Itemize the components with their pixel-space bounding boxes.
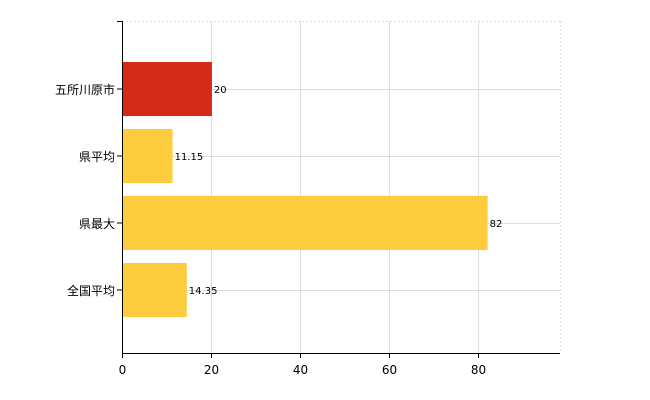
- bar: [123, 196, 488, 250]
- data-label: 11.15: [175, 152, 204, 163]
- data-label: 14.35: [189, 286, 218, 297]
- bars: [123, 62, 488, 317]
- y-tick-label: 県平均: [79, 150, 115, 164]
- x-tick-label: 40: [293, 363, 308, 377]
- x-tick-label: 0: [119, 363, 127, 377]
- bar: [123, 263, 187, 317]
- x-tick-label: 20: [204, 363, 219, 377]
- x-tick-label: 80: [471, 363, 486, 377]
- y-tick-label: 五所川原市: [55, 82, 115, 97]
- y-tick-label: 県最大: [79, 217, 115, 231]
- x-tick-label: 60: [382, 363, 397, 377]
- data-label: 20: [214, 85, 227, 96]
- bar: [123, 129, 173, 183]
- axes: [117, 21, 560, 358]
- y-tick-label: 全国平均: [67, 283, 115, 298]
- bar: [123, 62, 212, 116]
- data-label: 82: [490, 219, 503, 230]
